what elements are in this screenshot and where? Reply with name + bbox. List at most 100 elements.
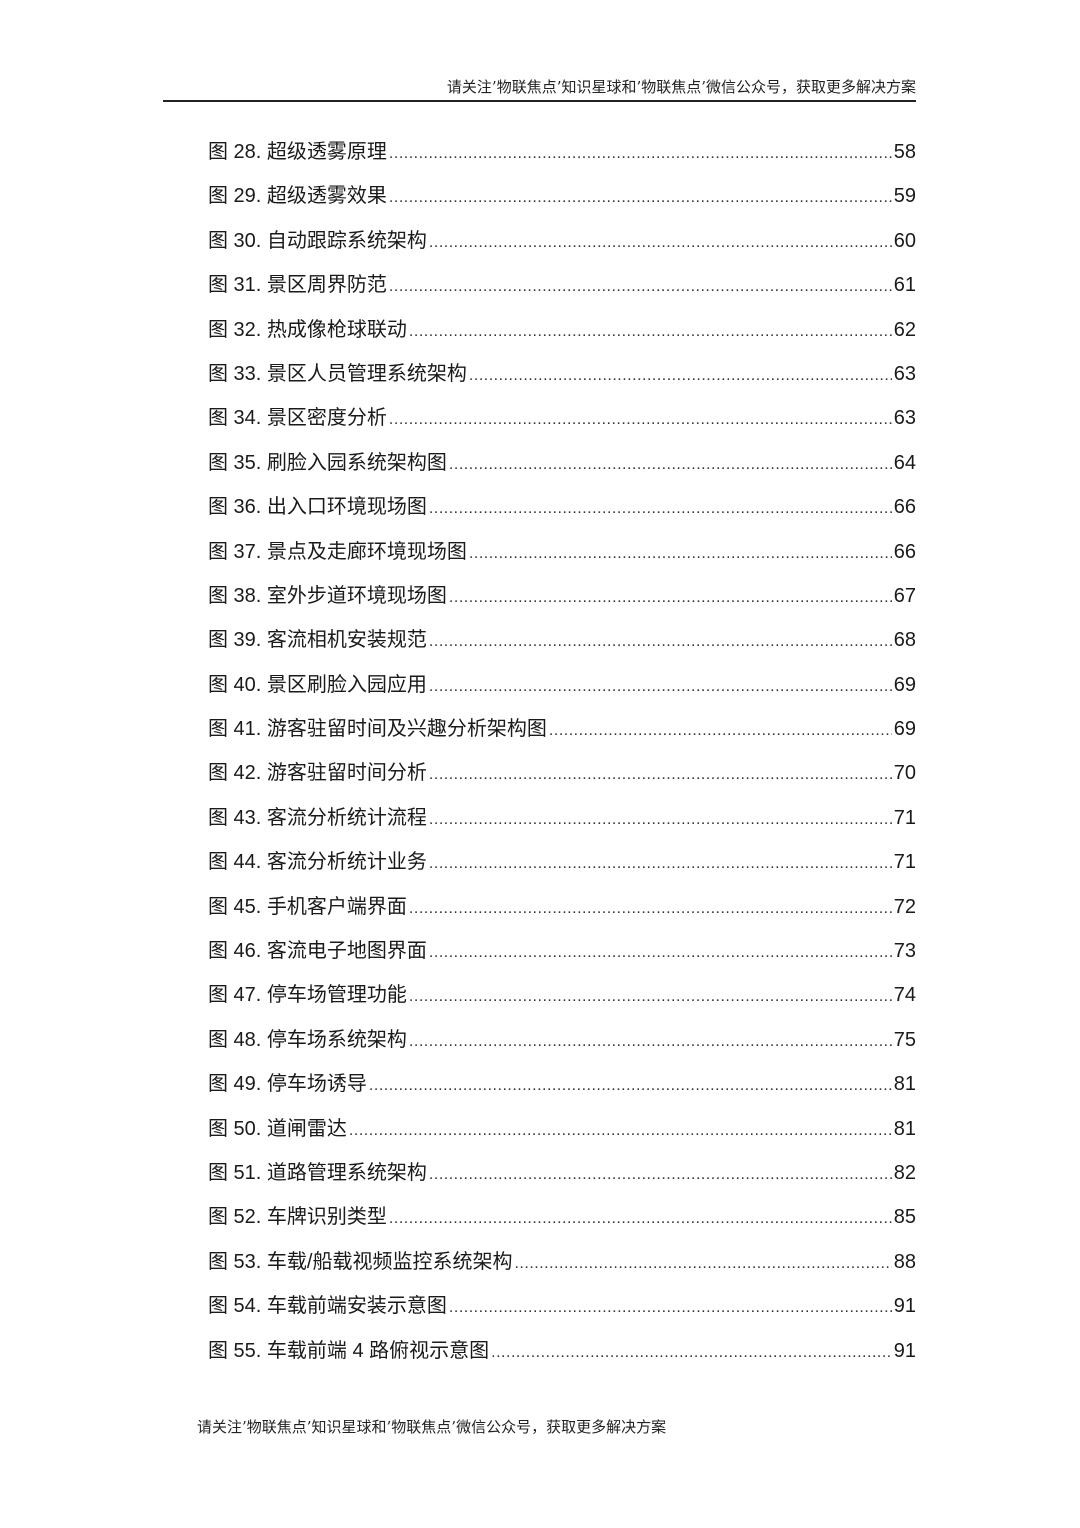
toc-entry[interactable]: 图 40. 景区刷脸入园应用 69 [208, 671, 916, 715]
dot-leader [389, 404, 892, 434]
toc-entry-label: 图 49. 停车场诱导 [208, 1073, 367, 1096]
dot-leader [429, 626, 892, 656]
dot-leader [429, 804, 892, 834]
toc-entry-label: 图 32. 热成像枪球联动 [208, 318, 407, 341]
toc-entry-label: 图 39. 客流相机安装规范 [208, 629, 427, 652]
dot-leader [429, 493, 892, 523]
toc-entry[interactable]: 图 54. 车载前端安装示意图 91 [208, 1292, 916, 1336]
toc-entry[interactable]: 图 48. 停车场系统架构 75 [208, 1026, 916, 1070]
toc-entry[interactable]: 图 44. 客流分析统计业务 71 [208, 848, 916, 892]
toc-entry[interactable]: 图 46. 客流电子地图界面 73 [208, 937, 916, 981]
toc-entry-page: 58 [893, 141, 916, 163]
dot-leader [449, 1292, 892, 1322]
toc-entry-page: 60 [893, 229, 916, 252]
toc-entry-label: 图 46. 客流电子地图界面 [208, 940, 427, 963]
toc-entry[interactable]: 图 37. 景点及走廊环境现场图 66 [208, 538, 916, 582]
dot-leader [349, 1115, 892, 1145]
toc-entry-label: 图 47. 停车场管理功能 [208, 984, 407, 1007]
dot-leader [514, 1248, 891, 1278]
toc-entry[interactable]: 图 38. 室外步道环境现场图 67 [208, 582, 916, 626]
toc-entry[interactable]: 图 53. 车载/船载视频监控系统架构 88 [208, 1248, 916, 1292]
toc-entry[interactable]: 图 49. 停车场诱导 81 [208, 1070, 916, 1114]
toc-entry[interactable]: 图 41. 游客驻留时间及兴趣分析架构图 69 [208, 715, 916, 759]
toc-entry[interactable]: 图 45. 手机客户端界面 72 [208, 893, 916, 937]
dot-leader [449, 582, 892, 612]
toc-entry-label: 图 38. 室外步道环境现场图 [208, 584, 447, 607]
toc-entry-page: 71 [893, 851, 916, 874]
toc-entry-label: 图 40. 景区刷脸入园应用 [208, 673, 427, 696]
toc-entry[interactable]: 图 51. 道路管理系统架构 82 [208, 1159, 916, 1203]
toc-entry-page: 85 [893, 1206, 916, 1229]
page-header: 请关注’物联焦点’知识星球和’物联焦点’微信公众号，获取更多解决方案 [446, 78, 916, 96]
toc-entry-label: 图 53. 车载/船载视频监控系统架构 [208, 1250, 513, 1273]
toc-entry[interactable]: 图 29. 超级透雾效果 59 [208, 182, 916, 226]
toc-entry-page: 82 [893, 1161, 916, 1184]
toc-entry-page: 66 [893, 496, 916, 519]
toc-entry-page: 66 [893, 540, 916, 563]
toc-entry[interactable]: 图 36. 出入口环境现场图 66 [208, 493, 916, 537]
toc-entry-page: 67 [893, 584, 916, 607]
dot-leader [409, 316, 892, 346]
toc-entry-label: 图 31. 景区周界防范 [208, 274, 387, 297]
toc-entry-label: 图 42. 游客驻留时间分析 [208, 762, 427, 785]
toc-entry-label: 图 45. 手机客户端界面 [208, 895, 407, 918]
toc-entry[interactable]: 图 34. 景区密度分析 63 [208, 404, 916, 448]
toc-entry-label: 图 43. 客流分析统计流程 [208, 806, 427, 829]
toc-entry[interactable]: 图 43. 客流分析统计流程 71 [208, 804, 916, 848]
toc-entry-page: 88 [893, 1250, 916, 1273]
dot-leader [429, 937, 892, 967]
toc-entry[interactable]: 图 55. 车载前端 4 路俯视示意图 91 [208, 1337, 916, 1381]
toc-entry[interactable]: 图 39. 客流相机安装规范 68 [208, 626, 916, 670]
dot-leader [469, 538, 892, 568]
dot-leader [491, 1337, 892, 1367]
toc-entry-label: 图 35. 刷脸入园系统架构图 [208, 451, 447, 474]
dot-leader [389, 182, 892, 212]
toc-entry-page: 81 [893, 1117, 916, 1140]
toc-entry-page: 91 [893, 1295, 916, 1318]
dot-leader [389, 138, 892, 168]
dot-leader [409, 893, 892, 923]
toc-entry-page: 91 [893, 1339, 916, 1362]
toc-entry-label: 图 33. 景区人员管理系统架构 [208, 362, 467, 385]
toc-entry-page: 61 [893, 274, 916, 297]
dot-leader [429, 671, 892, 701]
toc-entry-label: 图 48. 停车场系统架构 [208, 1028, 407, 1051]
toc-entry-page: 81 [893, 1073, 916, 1096]
toc-entry-page: 73 [893, 940, 916, 963]
dot-leader [369, 1070, 892, 1100]
toc-entry-label: 图 30. 自动跟踪系统架构 [208, 229, 427, 252]
figure-list: 图 28. 超级透雾原理 58 图 29. 超级透雾效果 59 图 30. 自动跟踪系统… [208, 138, 916, 1381]
toc-entry-page: 75 [893, 1028, 916, 1051]
toc-entry[interactable]: 图 30. 自动跟踪系统架构 60 [208, 227, 916, 271]
dot-leader [409, 981, 892, 1011]
toc-entry-label: 图 52. 车牌识别类型 [208, 1206, 387, 1229]
header-rule [163, 100, 916, 102]
toc-entry-label: 图 41. 游客驻留时间及兴趣分析架构图 [208, 718, 547, 741]
toc-entry-page: 63 [893, 407, 916, 430]
toc-entry[interactable]: 图 33. 景区人员管理系统架构 63 [208, 360, 916, 404]
toc-entry-page: 62 [893, 318, 916, 341]
toc-entry[interactable]: 图 28. 超级透雾原理 58 [208, 138, 916, 182]
dot-leader [549, 715, 892, 745]
toc-entry[interactable]: 图 32. 热成像枪球联动 62 [208, 316, 916, 360]
toc-entry-page: 74 [893, 984, 916, 1007]
toc-entry-label: 图 54. 车载前端安装示意图 [208, 1295, 447, 1318]
toc-entry-page: 69 [893, 718, 916, 741]
dot-leader [389, 1203, 892, 1233]
toc-entry-page: 68 [893, 629, 916, 652]
toc-entry-page: 63 [893, 362, 916, 385]
toc-entry[interactable]: 图 42. 游客驻留时间分析 70 [208, 759, 916, 803]
toc-entry[interactable]: 图 52. 车牌识别类型 85 [208, 1203, 916, 1247]
toc-entry-page: 64 [893, 451, 916, 474]
toc-entry[interactable]: 图 31. 景区周界防范 61 [208, 271, 916, 315]
toc-entry[interactable]: 图 50. 道闸雷达 81 [208, 1115, 916, 1159]
toc-entry-page: 72 [893, 895, 916, 918]
dot-leader [449, 449, 892, 479]
toc-entry[interactable]: 图 35. 刷脸入园系统架构图 64 [208, 449, 916, 493]
toc-entry[interactable]: 图 47. 停车场管理功能 74 [208, 981, 916, 1025]
dot-leader [469, 360, 892, 390]
dot-leader [409, 1026, 892, 1056]
toc-entry-label: 图 55. 车载前端 4 路俯视示意图 [208, 1339, 490, 1362]
dot-leader [429, 1159, 892, 1189]
toc-entry-label: 图 29. 超级透雾效果 [208, 185, 387, 208]
